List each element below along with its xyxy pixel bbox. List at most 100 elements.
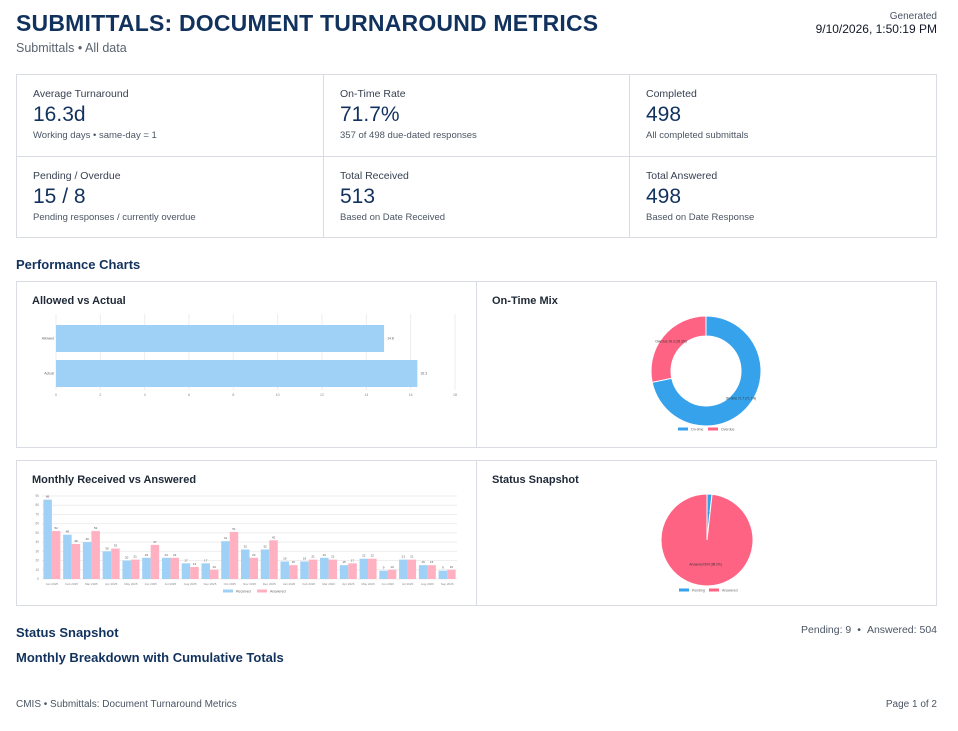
x-tick-label: Jan 2025 [46,582,59,586]
x-tick-label: Nov 2025 [243,582,256,586]
bar [379,570,388,579]
legend-swatch [708,427,718,431]
bar [368,558,377,579]
bar [102,551,112,579]
chart-panel-on-time-mix: On-Time Mix On-time 71.7 (71.7%) Overdue … [476,281,937,448]
status-snapshot-chart: Pending 9 (1.8%) Answered 504 (98.2%) Pend… [660,493,754,593]
legend-label: Overdue [721,428,734,432]
kpi-note: Based on Date Response [646,212,755,223]
chart-panel-monthly: Monthly Received vs Answered 0 10 20 30 40 50… [16,460,477,606]
kpi-total-received: Total Received 513 Based on Date Receive… [324,157,630,237]
bar [399,559,408,579]
data-label: 22 [371,554,375,558]
pie-slice [651,315,762,427]
bar [328,559,338,579]
x-tick-label: May 2026 [361,582,375,586]
kpi-label: Total Received [340,170,409,182]
slice-label: Overdue 28.3 (28.3%) [655,340,686,344]
data-label: 37 [153,540,157,544]
kpi-value: 498 [646,103,682,126]
monthly-received-answered-chart: 0 10 20 30 40 50 60 70 80 90 86 52 Jan 2025 48 38 Feb 2… [35,494,457,594]
y-tick-label: Actual [44,372,54,376]
section-title-performance: Performance Charts [16,257,141,272]
data-label: 23 [165,553,169,557]
bar [122,560,131,579]
bar [56,360,418,387]
pie-slice [650,315,707,383]
data-label: 9 [383,566,385,570]
bar [300,561,309,579]
x-tick-label: Mar 2025 [85,582,98,586]
y-tick-label: 40 [35,540,39,544]
bar [56,325,385,352]
bar [82,542,92,579]
bar [51,531,61,579]
x-tick-label: Mar 2026 [322,582,335,586]
section-title-status-snapshot: Status Snapshot [16,625,119,640]
bar [91,531,100,579]
data-label: 17 [184,558,188,562]
data-label: 52 [54,526,58,530]
y-tick-label: 10 [35,568,39,572]
bar [308,559,318,579]
x-tick-label: 18 [453,393,457,397]
x-tick-label: 0 [55,393,57,397]
kpi-note: Working days • same-day = 1 [33,130,157,141]
data-label: 10 [213,565,217,569]
kpi-value: 498 [646,185,682,208]
legend-swatch [679,588,689,592]
y-tick-label: 60 [35,522,39,526]
chart-title: Status Snapshot [492,474,579,486]
bar [170,557,179,579]
bar [190,567,199,579]
data-label: 16.3 [420,372,427,376]
x-tick-label: Sep 2025 [204,582,217,586]
generated-label: Generated [889,11,937,22]
data-label: 42 [272,535,276,539]
answered-count: Answered: 504 [866,624,937,636]
x-tick-label: Apr 2026 [342,582,355,586]
legend-label: Answered [270,590,286,594]
data-label: 51 [232,527,236,531]
generated-info: Generated 9/10/2026, 1:50:19 PM [816,11,937,36]
kpi-value: 15 / 8 [33,185,86,208]
slice-label: On-time 71.7 (71.7%) [726,396,756,400]
data-label: 32 [263,544,267,548]
kpi-label: Completed [646,88,697,100]
data-label: 17 [204,558,208,562]
x-tick-label: Feb 2026 [302,582,315,586]
kpi-label: On-Time Rate [340,88,406,100]
bar [71,543,81,579]
section-title-monthly-breakdown: Monthly Breakdown with Cumulative Totals [16,650,284,665]
x-tick-label: May 2025 [124,582,138,586]
x-tick-label: Dec 2025 [263,582,276,586]
pie-slice [660,493,754,587]
data-label: 20 [125,556,129,560]
on-time-mix-chart: On-time 71.7 (71.7%) Overdue 28.3 (28.3%)… [650,315,762,432]
data-label: 48 [66,530,70,534]
data-label: 22 [362,554,366,558]
generated-timestamp: 9/10/2026, 1:50:19 PM [815,22,937,36]
bar [249,557,258,579]
footer-page-number: Page 1 of 2 [885,699,937,710]
x-tick-label: Aug 2025 [184,582,197,586]
x-tick-label: Feb 2025 [65,582,78,586]
report-header: SUBMITTALS: DOCUMENT TURNAROUND METRICS … [16,10,937,60]
y-tick-label: 90 [35,494,39,498]
data-label: 21 [402,555,406,559]
y-tick-label: 70 [35,512,39,516]
kpi-value: 513 [340,185,376,208]
bar [150,544,160,579]
data-label: 40 [85,537,89,541]
bar [221,541,230,579]
x-tick-label: 10 [276,393,280,397]
data-label: 10 [390,565,394,569]
bar [111,548,120,579]
pending-count: Pending: 9 [801,624,852,636]
data-label: 15 [292,560,296,564]
bar [289,565,298,579]
data-label: 10 [450,565,454,569]
bar [387,569,397,579]
bar [43,499,52,579]
page-subtitle: Submittals • All data [16,41,127,55]
